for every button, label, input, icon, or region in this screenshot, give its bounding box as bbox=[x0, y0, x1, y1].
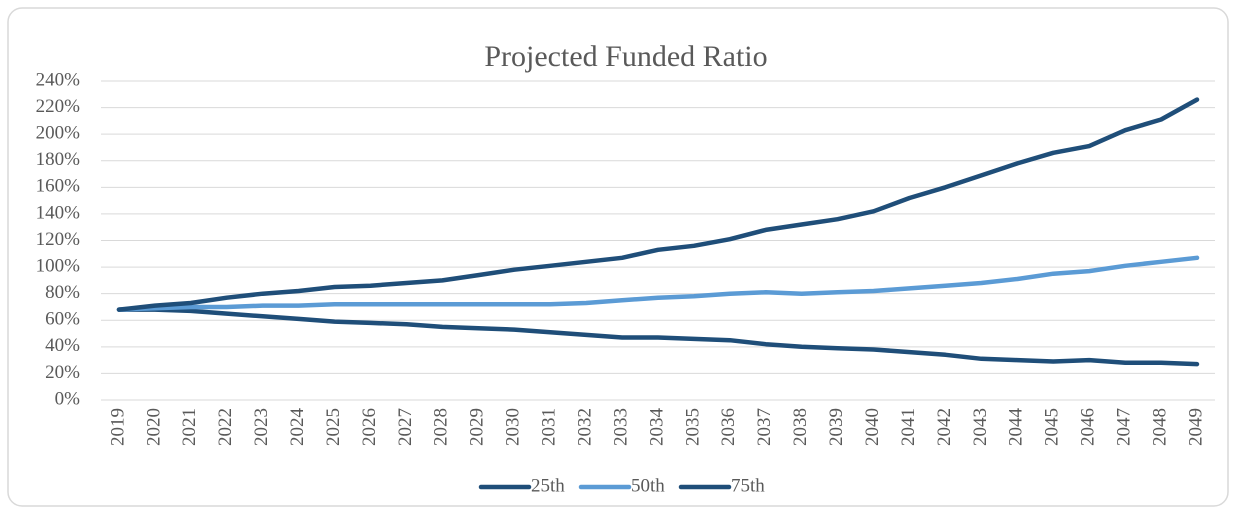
x-tick-label: 2043 bbox=[970, 408, 991, 446]
y-tick-label: 80% bbox=[45, 282, 80, 303]
y-tick-label: 220% bbox=[36, 96, 81, 117]
series-line bbox=[116, 307, 1200, 367]
x-tick-label: 2029 bbox=[467, 408, 488, 446]
chart-title: Projected Funded Ratio bbox=[484, 40, 767, 73]
y-tick-label: 20% bbox=[45, 362, 80, 383]
y-tick-label: 120% bbox=[36, 229, 81, 250]
x-tick-label: 2032 bbox=[574, 408, 595, 446]
x-tick-label: 2019 bbox=[107, 408, 128, 446]
x-tick-label: 2036 bbox=[718, 408, 739, 446]
x-tick-label: 2035 bbox=[682, 408, 703, 446]
y-tick-label: 160% bbox=[36, 176, 81, 197]
x-tick-label: 2044 bbox=[1006, 408, 1027, 447]
x-tick-label: 2024 bbox=[287, 408, 308, 447]
x-tick-label: 2047 bbox=[1114, 408, 1135, 446]
y-tick-label: 180% bbox=[36, 149, 81, 170]
x-tick-label: 2027 bbox=[395, 408, 416, 446]
x-tick-label: 2026 bbox=[359, 408, 380, 446]
x-tick-label: 2028 bbox=[431, 408, 452, 446]
x-tick-label: 2033 bbox=[610, 408, 631, 446]
x-tick-label: 2039 bbox=[826, 408, 847, 446]
legend-label: 25th bbox=[531, 475, 565, 496]
x-tick-label: 2030 bbox=[503, 408, 524, 446]
x-tick-label: 2034 bbox=[646, 408, 667, 447]
series-line bbox=[116, 97, 1200, 312]
y-tick-label: 100% bbox=[36, 255, 81, 276]
y-tick-label: 0% bbox=[55, 388, 81, 409]
x-tick-label: 2045 bbox=[1042, 408, 1063, 446]
x-tick-label: 2038 bbox=[790, 408, 811, 446]
y-tick-label: 240% bbox=[36, 69, 81, 90]
y-tick-label: 40% bbox=[45, 335, 80, 356]
x-tick-label: 2020 bbox=[143, 408, 164, 446]
series-line bbox=[116, 255, 1200, 312]
x-tick-label: 2031 bbox=[539, 408, 560, 446]
x-tick-label: 2037 bbox=[754, 408, 775, 446]
y-tick-label: 60% bbox=[45, 309, 80, 330]
y-tick-label: 140% bbox=[36, 202, 81, 223]
x-tick-label: 2025 bbox=[323, 408, 344, 446]
x-tick-label: 2040 bbox=[862, 408, 883, 446]
x-tick-label: 2046 bbox=[1078, 408, 1099, 446]
x-tick-label: 2048 bbox=[1149, 408, 1170, 446]
x-tick-label: 2049 bbox=[1185, 408, 1206, 446]
x-tick-label: 2042 bbox=[934, 408, 955, 446]
legend-label: 75th bbox=[731, 475, 765, 496]
x-tick-label: 2021 bbox=[179, 408, 200, 446]
x-tick-label: 2023 bbox=[251, 408, 272, 446]
y-tick-label: 200% bbox=[36, 123, 81, 144]
x-tick-label: 2022 bbox=[215, 408, 236, 446]
legend-label: 50th bbox=[631, 475, 665, 496]
x-tick-label: 2041 bbox=[898, 408, 919, 446]
